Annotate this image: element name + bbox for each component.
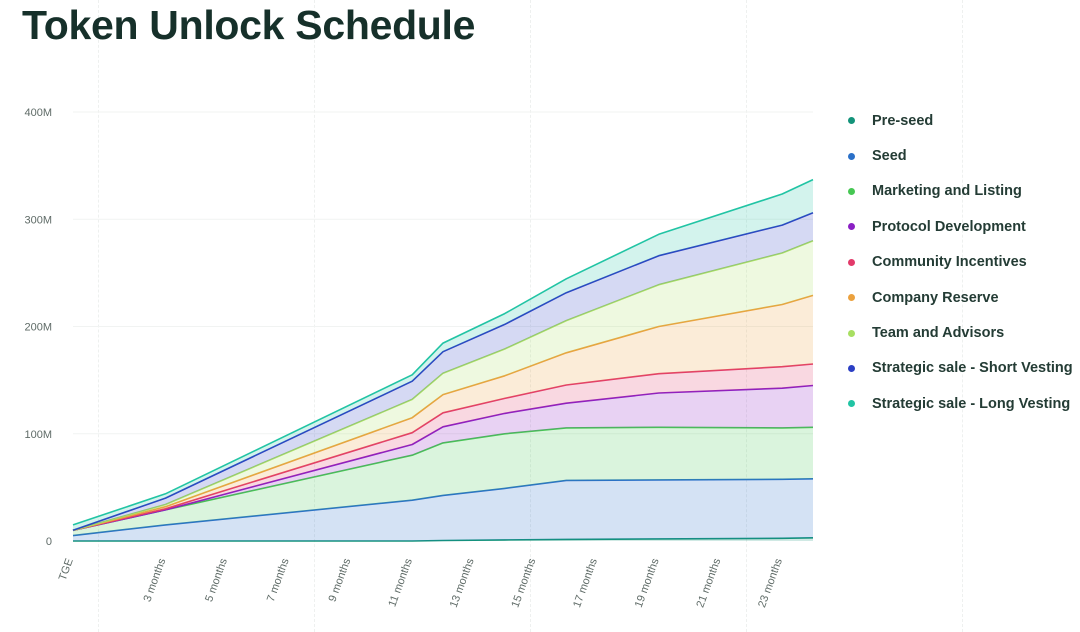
stacked-area-chart: 0 100M 200M 300M 400M TGE 3 months 5 months 7 mo… bbox=[24, 107, 814, 609]
page-title: Token Unlock Schedule bbox=[22, 2, 476, 48]
series-line-0 bbox=[73, 537, 814, 542]
legend-swatch-dot-icon bbox=[848, 258, 855, 266]
x-tick-label: 13 months bbox=[448, 556, 477, 609]
legend-label: Team and Advisors bbox=[872, 325, 1005, 342]
y-tick-label: 0 bbox=[46, 536, 52, 548]
legend-item[interactable]: Strategic sale - Short Vesting bbox=[842, 351, 1073, 386]
x-tick-label: 5 months bbox=[203, 556, 230, 603]
area-fill-1 bbox=[73, 478, 813, 541]
area-fill-7 bbox=[73, 212, 813, 531]
legend-item[interactable]: Marketing and Listing bbox=[842, 174, 1073, 209]
x-tick-label: TGE bbox=[57, 557, 76, 582]
area-fill-3 bbox=[73, 385, 813, 531]
legend-item[interactable]: Pre-seed bbox=[842, 103, 1073, 138]
x-tick-label: 21 months bbox=[694, 556, 723, 609]
legend-label: Strategic sale - Short Vesting bbox=[872, 360, 1073, 377]
area-fill-6 bbox=[73, 240, 813, 531]
series-line-1 bbox=[72, 478, 814, 537]
x-tick-label: 3 months bbox=[142, 556, 169, 603]
series-line-7 bbox=[72, 212, 814, 532]
legend-item[interactable]: Company Reserve bbox=[842, 280, 1073, 315]
area-fill-5 bbox=[73, 295, 813, 531]
area-fill-2 bbox=[73, 427, 813, 536]
legend-label: Marketing and Listing bbox=[872, 183, 1022, 200]
legend-swatch-dot-icon bbox=[848, 117, 855, 125]
x-tick-label: 7 months bbox=[265, 556, 292, 603]
legend-label: Strategic sale - Long Vesting bbox=[872, 395, 1071, 412]
x-tick-label: 15 months bbox=[509, 556, 538, 609]
legend-item[interactable]: Team and Advisors bbox=[842, 315, 1073, 350]
x-tick-label: 19 months bbox=[633, 556, 662, 609]
chart-legend: Pre-seed Seed Marketing and Listing Protoco… bbox=[842, 103, 1073, 422]
legend-label: Company Reserve bbox=[872, 289, 999, 306]
x-tick-label: 23 months bbox=[756, 556, 785, 609]
legend-item[interactable]: Protocol Development bbox=[842, 209, 1073, 244]
legend-swatch-dot-icon bbox=[848, 400, 855, 408]
x-tick-label: 9 months bbox=[327, 556, 354, 603]
y-tick-label: 200M bbox=[24, 322, 52, 334]
legend-swatch-dot-icon bbox=[848, 364, 855, 372]
legend-label: Seed bbox=[872, 148, 907, 165]
legend-swatch-dot-icon bbox=[848, 294, 855, 302]
y-tick-label: 400M bbox=[24, 107, 52, 119]
series-line-8 bbox=[72, 178, 814, 526]
x-tick-label: 17 months bbox=[571, 556, 600, 609]
series-line-4 bbox=[72, 363, 814, 532]
y-tick-label: 100M bbox=[24, 429, 52, 441]
series-line-3 bbox=[72, 384, 814, 532]
y-tick-label: 300M bbox=[24, 214, 52, 226]
legend-swatch-dot-icon bbox=[848, 152, 855, 160]
legend-label: Pre-seed bbox=[872, 112, 934, 129]
legend-item[interactable]: Community Incentives bbox=[842, 245, 1073, 280]
legend-swatch-dot-icon bbox=[848, 223, 855, 231]
legend-item[interactable]: Strategic sale - Long Vesting bbox=[842, 386, 1073, 421]
area-fill-8 bbox=[73, 179, 813, 531]
legend-swatch-dot-icon bbox=[848, 329, 855, 337]
series-line-2 bbox=[72, 426, 814, 532]
legend-item[interactable]: Seed bbox=[842, 138, 1073, 173]
legend-label: Protocol Development bbox=[872, 218, 1026, 235]
x-tick-label: 11 months bbox=[386, 556, 415, 608]
area-fill-0 bbox=[73, 537, 813, 541]
series-line-5 bbox=[72, 294, 814, 532]
legend-label: Community Incentives bbox=[872, 254, 1027, 271]
legend-swatch-dot-icon bbox=[848, 187, 855, 195]
series-line-6 bbox=[72, 239, 814, 532]
